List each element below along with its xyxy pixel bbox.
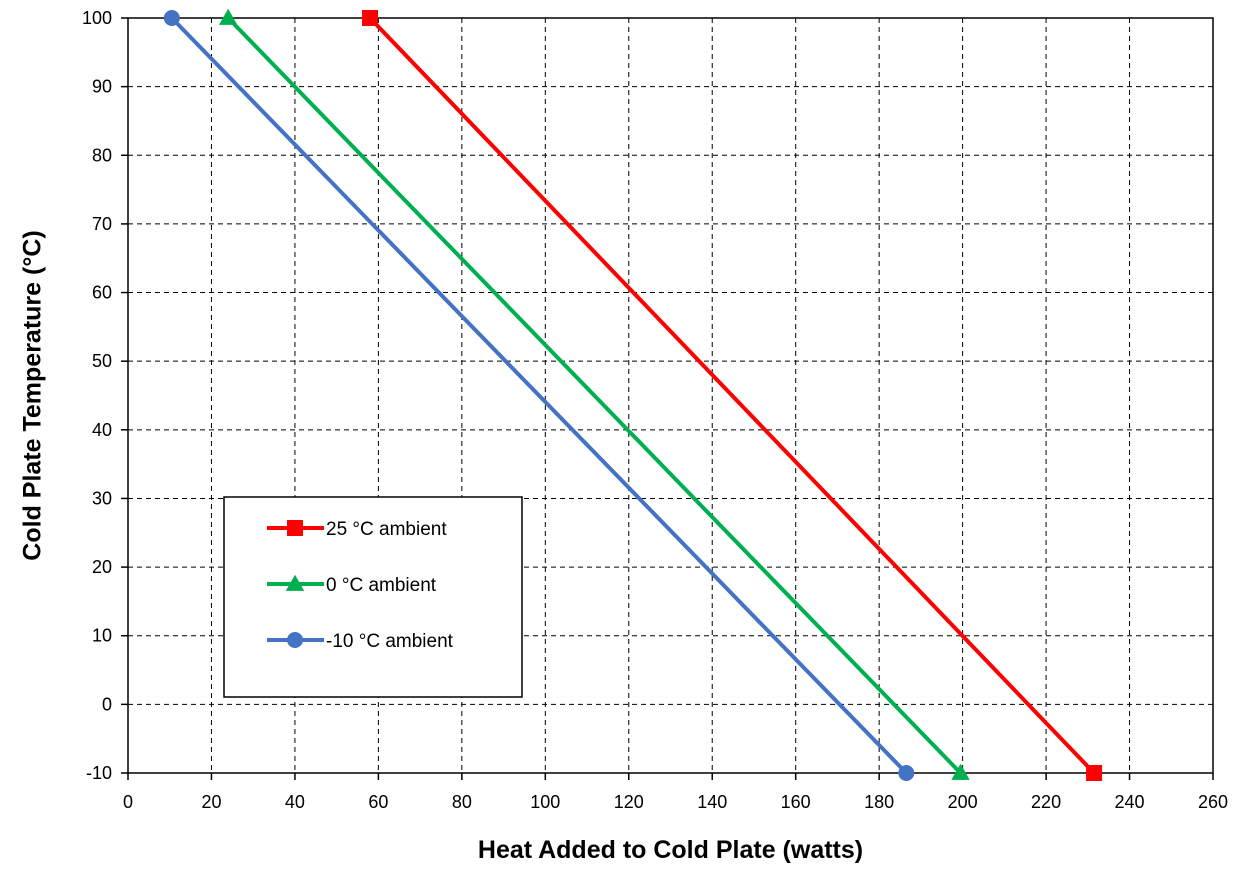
- y-tick-label: 90: [92, 77, 112, 97]
- series-line-1: [226, 16, 962, 775]
- x-tick-label: 240: [1115, 792, 1145, 812]
- data-point-marker: [163, 10, 180, 26]
- legend-label: 25 °C ambient: [326, 519, 447, 540]
- y-tick-label: 0: [102, 694, 112, 714]
- y-tick-label: 20: [92, 557, 112, 577]
- data-point-marker: [1086, 765, 1103, 781]
- y-tick-label: 10: [92, 626, 112, 646]
- axis-ticks: 0 20 40 60 80 100 120 140 160 180 200 220 240 260-100…: [82, 8, 1228, 812]
- x-tick-label: 20: [201, 792, 221, 812]
- legend-box: [223, 496, 523, 698]
- y-tick-label: 80: [92, 145, 112, 165]
- legend-swatch-marker: [287, 520, 303, 536]
- x-tick-label: 80: [452, 792, 472, 812]
- y-tick-label: 100: [82, 8, 112, 28]
- x-tick-label: 260: [1198, 792, 1228, 812]
- series-markers: [163, 8, 1103, 781]
- series-line-0: [368, 16, 1096, 775]
- series-line-2: [170, 16, 908, 775]
- y-tick-label: 40: [92, 420, 112, 440]
- legend-label: -10 °C ambient: [326, 631, 454, 652]
- y-tick-label: 60: [92, 283, 112, 303]
- y-tick-label: 30: [92, 488, 112, 508]
- data-point-marker: [951, 763, 970, 780]
- data-point-marker: [362, 10, 379, 26]
- legend: 25 °C ambient 0 °C ambient -10 °C ambient: [223, 496, 523, 698]
- legend-swatch-marker: [287, 632, 303, 648]
- legend-swatch-marker: [285, 574, 305, 591]
- x-tick-label: 60: [368, 792, 388, 812]
- y-tick-label: 50: [92, 351, 112, 371]
- x-tick-label: 200: [948, 792, 978, 812]
- x-tick-label: 140: [697, 792, 727, 812]
- y-tick-label: 70: [92, 214, 112, 234]
- plot-area-border: [127, 17, 1214, 774]
- x-tick-label: 100: [530, 792, 560, 812]
- data-point-marker: [898, 765, 915, 781]
- data-point-marker: [218, 8, 238, 25]
- series-lines: [170, 16, 1096, 775]
- x-tick-label: 180: [864, 792, 894, 812]
- y-axis-title: Cold Plate Temperature (°C): [19, 230, 47, 560]
- y-tick-label: -10: [86, 763, 112, 783]
- x-tick-label: 120: [614, 792, 644, 812]
- legend-label: 0 °C ambient: [326, 575, 437, 596]
- x-tick-label: 160: [781, 792, 811, 812]
- x-tick-label: 0: [123, 792, 133, 812]
- x-axis-title: Heat Added to Cold Plate (watts): [478, 836, 863, 864]
- x-tick-label: 220: [1031, 792, 1061, 812]
- x-tick-label: 40: [285, 792, 305, 812]
